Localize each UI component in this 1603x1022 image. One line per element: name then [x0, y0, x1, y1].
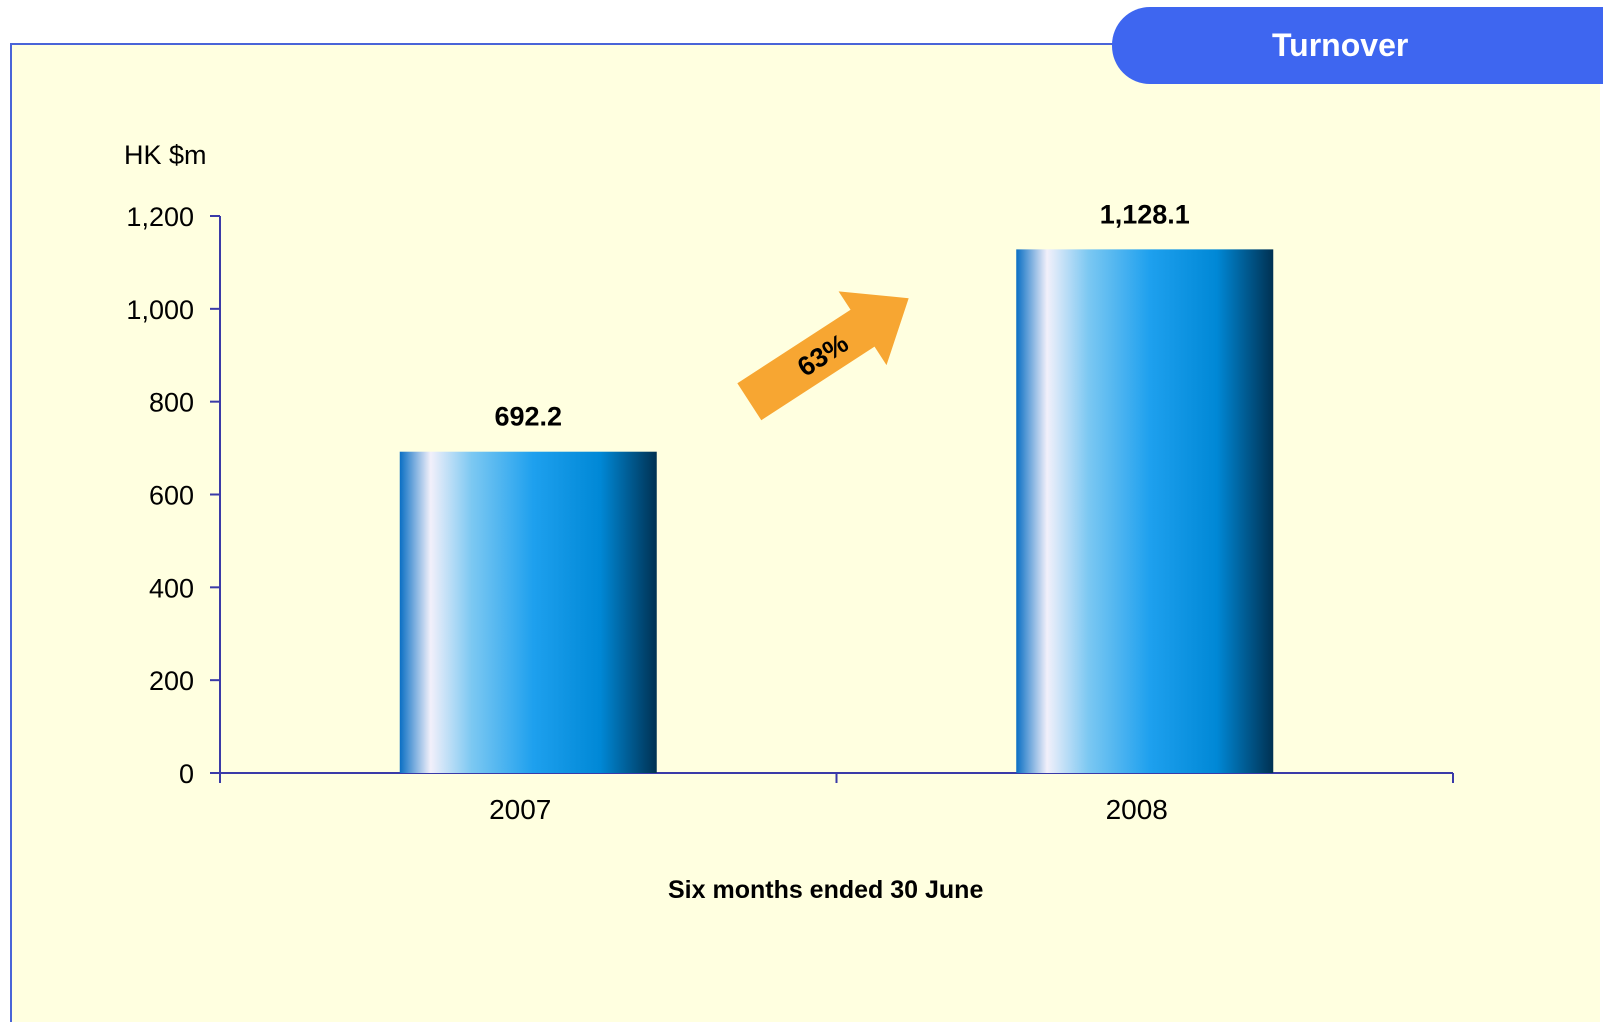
- page-title: Turnover: [1272, 27, 1409, 63]
- y-tick-label: 800: [149, 388, 194, 418]
- data-label-2008: 1,128.1: [1100, 199, 1190, 229]
- y-tick-label: 1,200: [126, 202, 194, 232]
- y-tick-label: 1,000: [126, 295, 194, 325]
- bars: 692.2 2007 1,128.1 2008: [399, 199, 1274, 825]
- y-axis-label: HK $m: [124, 140, 207, 170]
- y-tick-label: 0: [179, 759, 194, 789]
- arrow-icon: [737, 291, 909, 421]
- x-axis-label: Six months ended 30 June: [668, 876, 984, 904]
- data-label-2007: 692.2: [494, 402, 562, 432]
- chart-panel: [10, 43, 1600, 1022]
- x-tick-label-2008: 2008: [1106, 794, 1168, 825]
- bar-2007: [399, 451, 657, 773]
- y-tick-label: 600: [149, 481, 194, 511]
- bar-2008: [1016, 249, 1274, 773]
- growth-arrow-shape: 63%: [737, 291, 909, 421]
- x-tick-label-2007: 2007: [489, 794, 551, 825]
- growth-arrow: 63%: [737, 291, 909, 421]
- y-tick-label: 400: [149, 573, 194, 603]
- y-tick-label: 200: [149, 666, 194, 696]
- title-tab: Turnover: [1112, 7, 1603, 84]
